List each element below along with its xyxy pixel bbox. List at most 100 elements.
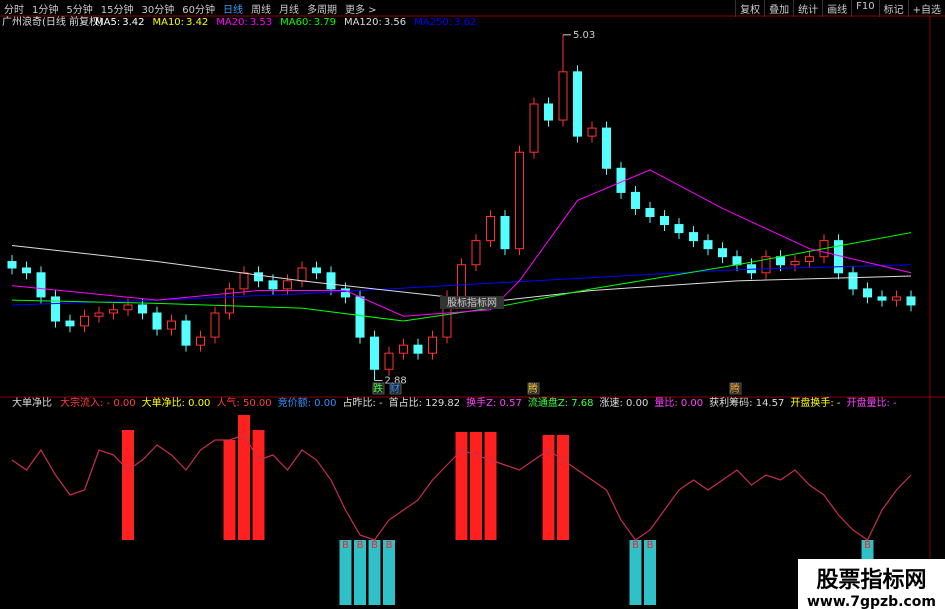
annotation-label: 2.88	[385, 376, 407, 387]
indicator-bar	[861, 540, 874, 560]
candle-body	[413, 344, 423, 354]
period-tab[interactable]: 30分钟	[141, 5, 175, 16]
candle-body	[544, 103, 553, 121]
indicator-legend: 竞价额: 0.00	[278, 396, 337, 409]
event-marker	[729, 382, 742, 395]
candle-body	[573, 71, 582, 137]
candle-body	[268, 280, 278, 290]
candle-body	[123, 304, 133, 311]
indicator-bar	[383, 540, 395, 605]
candle-body	[674, 224, 684, 234]
indicator-bar	[484, 432, 497, 540]
candle-body	[399, 344, 408, 354]
indicator-legend: 获利筹码: 14.57	[709, 396, 784, 409]
indicator-bar	[354, 540, 366, 605]
indicator-bar	[223, 440, 236, 540]
indicator-bar	[339, 540, 352, 605]
candle-body	[660, 216, 669, 226]
candle-body	[848, 272, 858, 290]
candle-body	[80, 315, 89, 327]
action-button[interactable]: 标记	[878, 0, 908, 17]
indicator-legend: 量比: 0.00	[654, 397, 703, 409]
period-tab[interactable]: 1分钟	[32, 5, 59, 16]
signal-label: B	[647, 540, 654, 551]
indicator-legend: 大宗流入: - 0.00	[60, 396, 136, 409]
candle-body	[326, 272, 336, 290]
period-tab[interactable]: 周线	[250, 5, 271, 16]
candle-body	[65, 320, 75, 327]
period-tab[interactable]: 60分钟	[182, 5, 215, 16]
indicator-legend: 占昨比: -	[342, 396, 383, 409]
candle-body	[558, 71, 568, 121]
period-tab[interactable]: 5分钟	[66, 5, 93, 16]
period-tab[interactable]: 月线	[278, 5, 299, 16]
indicator-legend: 换手Z: 0.57	[466, 396, 522, 409]
indicator-bar	[542, 435, 555, 540]
period-tab[interactable]: 多周期	[306, 5, 337, 16]
candle-body	[515, 151, 524, 250]
indicator-bar	[629, 540, 642, 605]
candle-body	[718, 248, 727, 258]
action-button[interactable]: 复权	[735, 0, 764, 17]
indicator-title: 大单净比	[12, 396, 52, 409]
period-tab[interactable]: 更多 >	[344, 5, 377, 16]
candle-body	[906, 296, 916, 306]
signal-label: B	[357, 540, 364, 551]
candle-body	[732, 256, 742, 266]
candle-body	[776, 256, 785, 266]
action-button[interactable]: 叠加	[764, 0, 793, 17]
candle-body	[167, 320, 176, 330]
candle-body	[863, 288, 872, 298]
legend-name: MA20:	[216, 17, 248, 28]
indicator-bar	[455, 432, 468, 540]
legend-name: MA250:	[414, 17, 452, 28]
action-button[interactable]: 画线	[822, 0, 851, 17]
candle-body	[152, 312, 162, 330]
action-button[interactable]: F10	[851, 0, 878, 17]
candle-body	[616, 167, 626, 193]
candle-body	[529, 103, 539, 153]
indicator-legend: 开盘量比: -	[847, 396, 898, 409]
legend-value: 3.42	[122, 17, 144, 28]
event-marker	[372, 382, 385, 395]
signal-label: B	[386, 540, 393, 551]
indicator-legend: 开盘换手: -	[790, 396, 841, 409]
chart-title: 广州浪奇(日线 前复权)	[2, 15, 103, 28]
candle-body	[210, 312, 220, 338]
event-marker	[389, 382, 402, 395]
indicator-bar	[470, 432, 482, 540]
action-button[interactable]: 统计	[793, 0, 822, 17]
action-bar: 复权 叠加 统计 画线 F10 标记 +自选	[735, 0, 945, 17]
candle-body	[631, 191, 640, 209]
period-tab[interactable]: 日线	[222, 5, 243, 16]
candle-body	[283, 280, 292, 290]
signal-label: B	[371, 540, 378, 551]
legend-value: 3.53	[250, 17, 272, 28]
candle-body	[457, 264, 466, 298]
overlay-label: 股标指标网	[447, 296, 497, 309]
candle-body	[225, 288, 234, 314]
annotation-label: 5.03	[573, 30, 595, 41]
indicator-bar	[644, 540, 656, 605]
overlay-box	[440, 296, 504, 309]
indicator-legend: 大单净比: 0.00	[142, 396, 211, 409]
candle-body	[877, 296, 887, 301]
candle-body	[805, 256, 814, 263]
indicator-legend: 人气: 50.00	[216, 396, 271, 409]
watermark: 股票指标网 www.7gpzb.com	[798, 559, 945, 609]
indicator-line	[11, 434, 912, 541]
candle-body	[486, 216, 495, 242]
candle-body	[36, 272, 46, 298]
candle-body	[109, 309, 118, 314]
period-tab[interactable]: 分时	[4, 5, 24, 16]
legend-value: 3.62	[454, 17, 476, 28]
candle-body	[196, 336, 205, 346]
event-label: 跌	[373, 382, 383, 395]
signal-label: B	[632, 540, 639, 551]
period-tab[interactable]: 15分钟	[100, 5, 134, 16]
candle-body	[370, 336, 379, 370]
ma-line	[11, 169, 912, 317]
candle-body	[645, 207, 655, 218]
action-button[interactable]: +自选	[907, 0, 945, 17]
